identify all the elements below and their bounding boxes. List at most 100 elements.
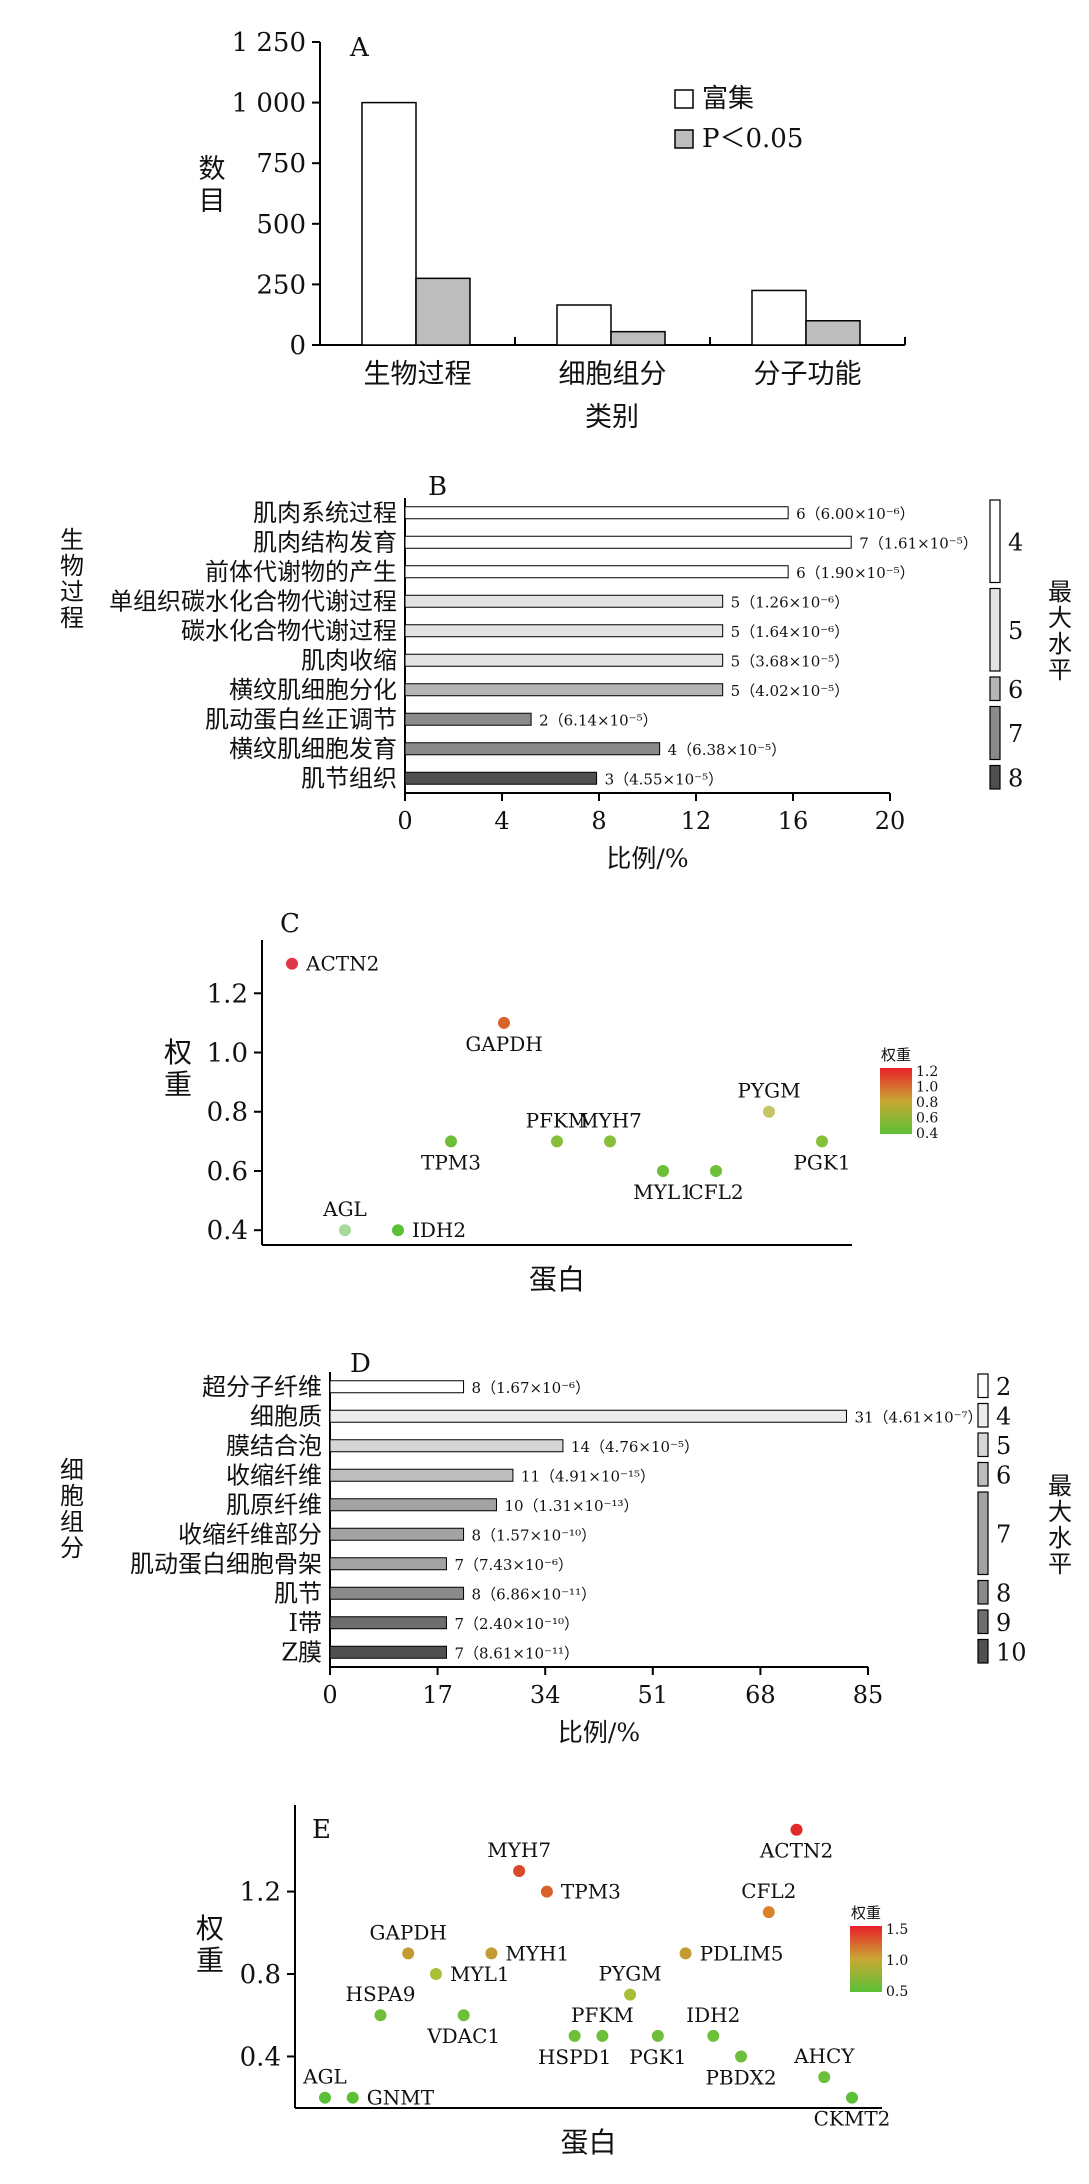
y-axis-title-char: 程 [60, 604, 84, 632]
colorbar-tick-label: 0.6 [916, 1111, 938, 1127]
data-point [485, 1947, 498, 1960]
point-label: PBDX2 [705, 2065, 776, 2089]
y-axis-title-char: 权 [196, 1912, 224, 1945]
bar-value-label: 7（2.40×10⁻¹⁰） [454, 1615, 579, 1633]
data-point [657, 1164, 669, 1177]
colorbar-tick-label: 0.5 [886, 1984, 908, 2000]
legend-label: P＜0.05 [702, 124, 803, 154]
x-axis-title: 比例/% [606, 844, 688, 873]
y-tick-label: 0.4 [207, 1216, 248, 1246]
data-point [319, 2091, 331, 2104]
colorbar-tick-label: 0.4 [916, 1126, 938, 1142]
category-label: 肌动蛋白丝正调节 [205, 705, 397, 733]
x-axis-title: 蛋白 [560, 2126, 616, 2159]
point-label: GAPDH [465, 1032, 542, 1056]
y-tick-label: 500 [256, 210, 306, 240]
point-label: ACTN2 [305, 952, 379, 976]
colorbar-tick-label: 1.0 [886, 1953, 908, 1969]
x-axis-title: 比例/% [558, 1718, 640, 1747]
y-tick-label: 750 [256, 149, 306, 179]
legend-swatch [989, 587, 1001, 672]
legend-label: 4 [996, 1402, 1011, 1430]
legend-swatch [674, 129, 694, 149]
x-tick-label: 20 [875, 807, 906, 835]
legend-title-char: 最 [1048, 1472, 1072, 1500]
point-label: PYGM [737, 1079, 800, 1103]
category-label: Z膜 [281, 1638, 322, 1666]
data-point [818, 2071, 831, 2084]
point-label: AGL [302, 2065, 347, 2089]
bar [404, 712, 532, 726]
bar-value-label: 5（1.26×10⁻⁶） [731, 593, 850, 611]
legend-title-char: 水 [1048, 1524, 1072, 1552]
category-label: 肌动蛋白细胞骨架 [130, 1550, 322, 1578]
category-label: 碳水化合物代谢过程 [181, 617, 397, 645]
x-tick-label: 51 [638, 1681, 669, 1709]
bar-value-label: 31（4.61×10⁻⁷） [854, 1408, 982, 1426]
panel-label: E [312, 1815, 331, 1845]
y-axis-title-char: 生 [60, 526, 84, 554]
y-tick-label: 0.8 [207, 1098, 248, 1128]
bar-value-label: 5（3.68×10⁻⁵） [731, 652, 850, 670]
point-label: CKMT2 [814, 2107, 891, 2131]
point-label: AGL [322, 1197, 367, 1221]
data-point [498, 1016, 510, 1029]
panel-label: C [280, 909, 300, 939]
legend-label: 5 [996, 1432, 1011, 1460]
bar [329, 1645, 447, 1659]
colorbar [880, 1068, 912, 1134]
data-point [762, 1906, 775, 1919]
bar [404, 535, 852, 549]
legend-title-char: 平 [1048, 656, 1072, 684]
legend-title-char: 大 [1048, 1498, 1072, 1526]
y-axis-title: 生物过程 [60, 526, 84, 632]
bar-value-label: 2（6.14×10⁻⁵） [539, 711, 658, 729]
legend-label: 10 [996, 1638, 1027, 1666]
category-label: 肌节组织 [301, 764, 397, 792]
bar-value-label: 5（4.02×10⁻⁵） [731, 682, 850, 700]
point-label: VDAC1 [426, 2024, 500, 2048]
data-point [710, 1164, 722, 1177]
panel-label: A [349, 33, 370, 63]
point-label: TPM3 [421, 1150, 481, 1174]
data-point [735, 2050, 748, 2063]
legend-label: 6 [996, 1461, 1011, 1489]
y-axis-title-char: 权 [164, 1036, 192, 1069]
category-label: 前体代谢物的产生 [205, 558, 397, 586]
y-axis-title-char: 组 [60, 1508, 84, 1536]
bar-enriched [556, 304, 612, 346]
bar [404, 506, 789, 520]
bar-p-value [415, 277, 471, 346]
y-axis-title-char: 目 [199, 186, 226, 217]
bar-value-label: 14（4.76×10⁻⁵） [571, 1438, 699, 1456]
y-tick-label: 1.0 [207, 1039, 248, 1069]
bar-value-label: 4（6.38×10⁻⁵） [668, 741, 787, 759]
point-label: CFL2 [688, 1180, 743, 1204]
point-label: ACTN2 [759, 1839, 833, 1863]
colorbar-tick-label: 1.5 [886, 1922, 908, 1938]
category-label: 细胞质 [250, 1402, 322, 1430]
data-point [513, 1864, 526, 1877]
legend-swatch [977, 1638, 989, 1664]
data-point [679, 1947, 692, 1960]
category-label: 肌节 [274, 1579, 322, 1607]
data-point [402, 1947, 415, 1960]
data-point [286, 957, 298, 970]
bar [404, 683, 724, 697]
panel-label: D [350, 1349, 371, 1379]
bar-value-label: 11（4.91×10⁻¹⁵） [521, 1467, 655, 1485]
legend-swatch [977, 1461, 989, 1487]
x-tick-label: 12 [681, 807, 712, 835]
x-tick-label: 细胞组分 [559, 359, 667, 390]
colorbar-tick-label: 1.0 [916, 1080, 938, 1096]
y-tick-label: 250 [256, 270, 306, 300]
y-axis-title-char: 重 [164, 1068, 192, 1101]
legend-label: 富集 [702, 84, 754, 114]
bar [329, 1380, 465, 1394]
legend-label: 4 [1008, 528, 1023, 556]
bar-value-label: 7（7.43×10⁻⁶） [454, 1556, 573, 1574]
y-tick-label: 1 000 [232, 89, 306, 119]
legend-swatch [674, 89, 694, 109]
data-point [763, 1105, 775, 1118]
